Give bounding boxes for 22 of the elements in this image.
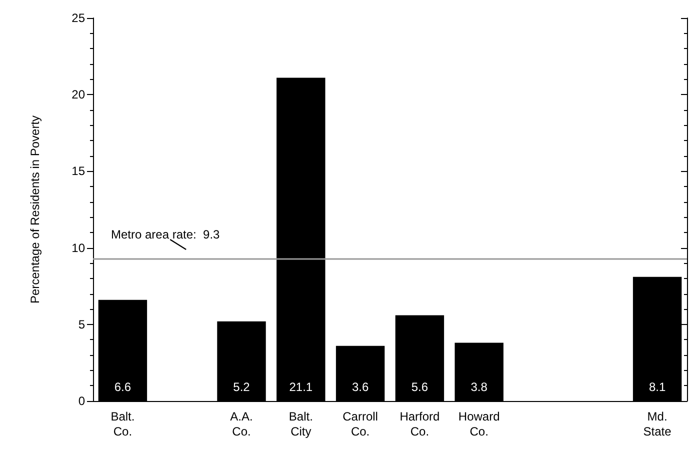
y-tick-label: 25 (72, 11, 86, 25)
x-tick-label: Harford Co. (400, 410, 440, 438)
y-tick-label: 20 (72, 88, 86, 102)
y-tick-label: 5 (78, 317, 86, 332)
data-label: 3.6 (352, 380, 369, 394)
x-tick-label: Balt. City (288, 410, 313, 438)
data-label: 6.6 (114, 380, 132, 394)
data-label: 3.8 (470, 380, 488, 394)
data-label: 21.1 (289, 380, 313, 394)
y-tick-label: 0 (78, 394, 86, 408)
y-tick-label: 10 (72, 240, 86, 255)
x-tick-label: Balt. Co. (110, 410, 135, 438)
x-tick-label: Md. State (643, 410, 672, 438)
ref-line-label: Metro area rate: 9.3 (111, 228, 220, 242)
data-label: 5.6 (411, 380, 428, 394)
x-tick-label: Howard Co. (458, 410, 500, 438)
x-tick-label: A.A. Co. (230, 410, 253, 438)
y-tick-label: 15 (72, 164, 86, 178)
y-axis-title: Percentage of Residents in Poverty (28, 115, 42, 304)
data-label: 8.1 (648, 380, 666, 394)
data-label: 5.2 (233, 380, 250, 394)
x-tick-label: Carroll Co. (342, 410, 378, 438)
